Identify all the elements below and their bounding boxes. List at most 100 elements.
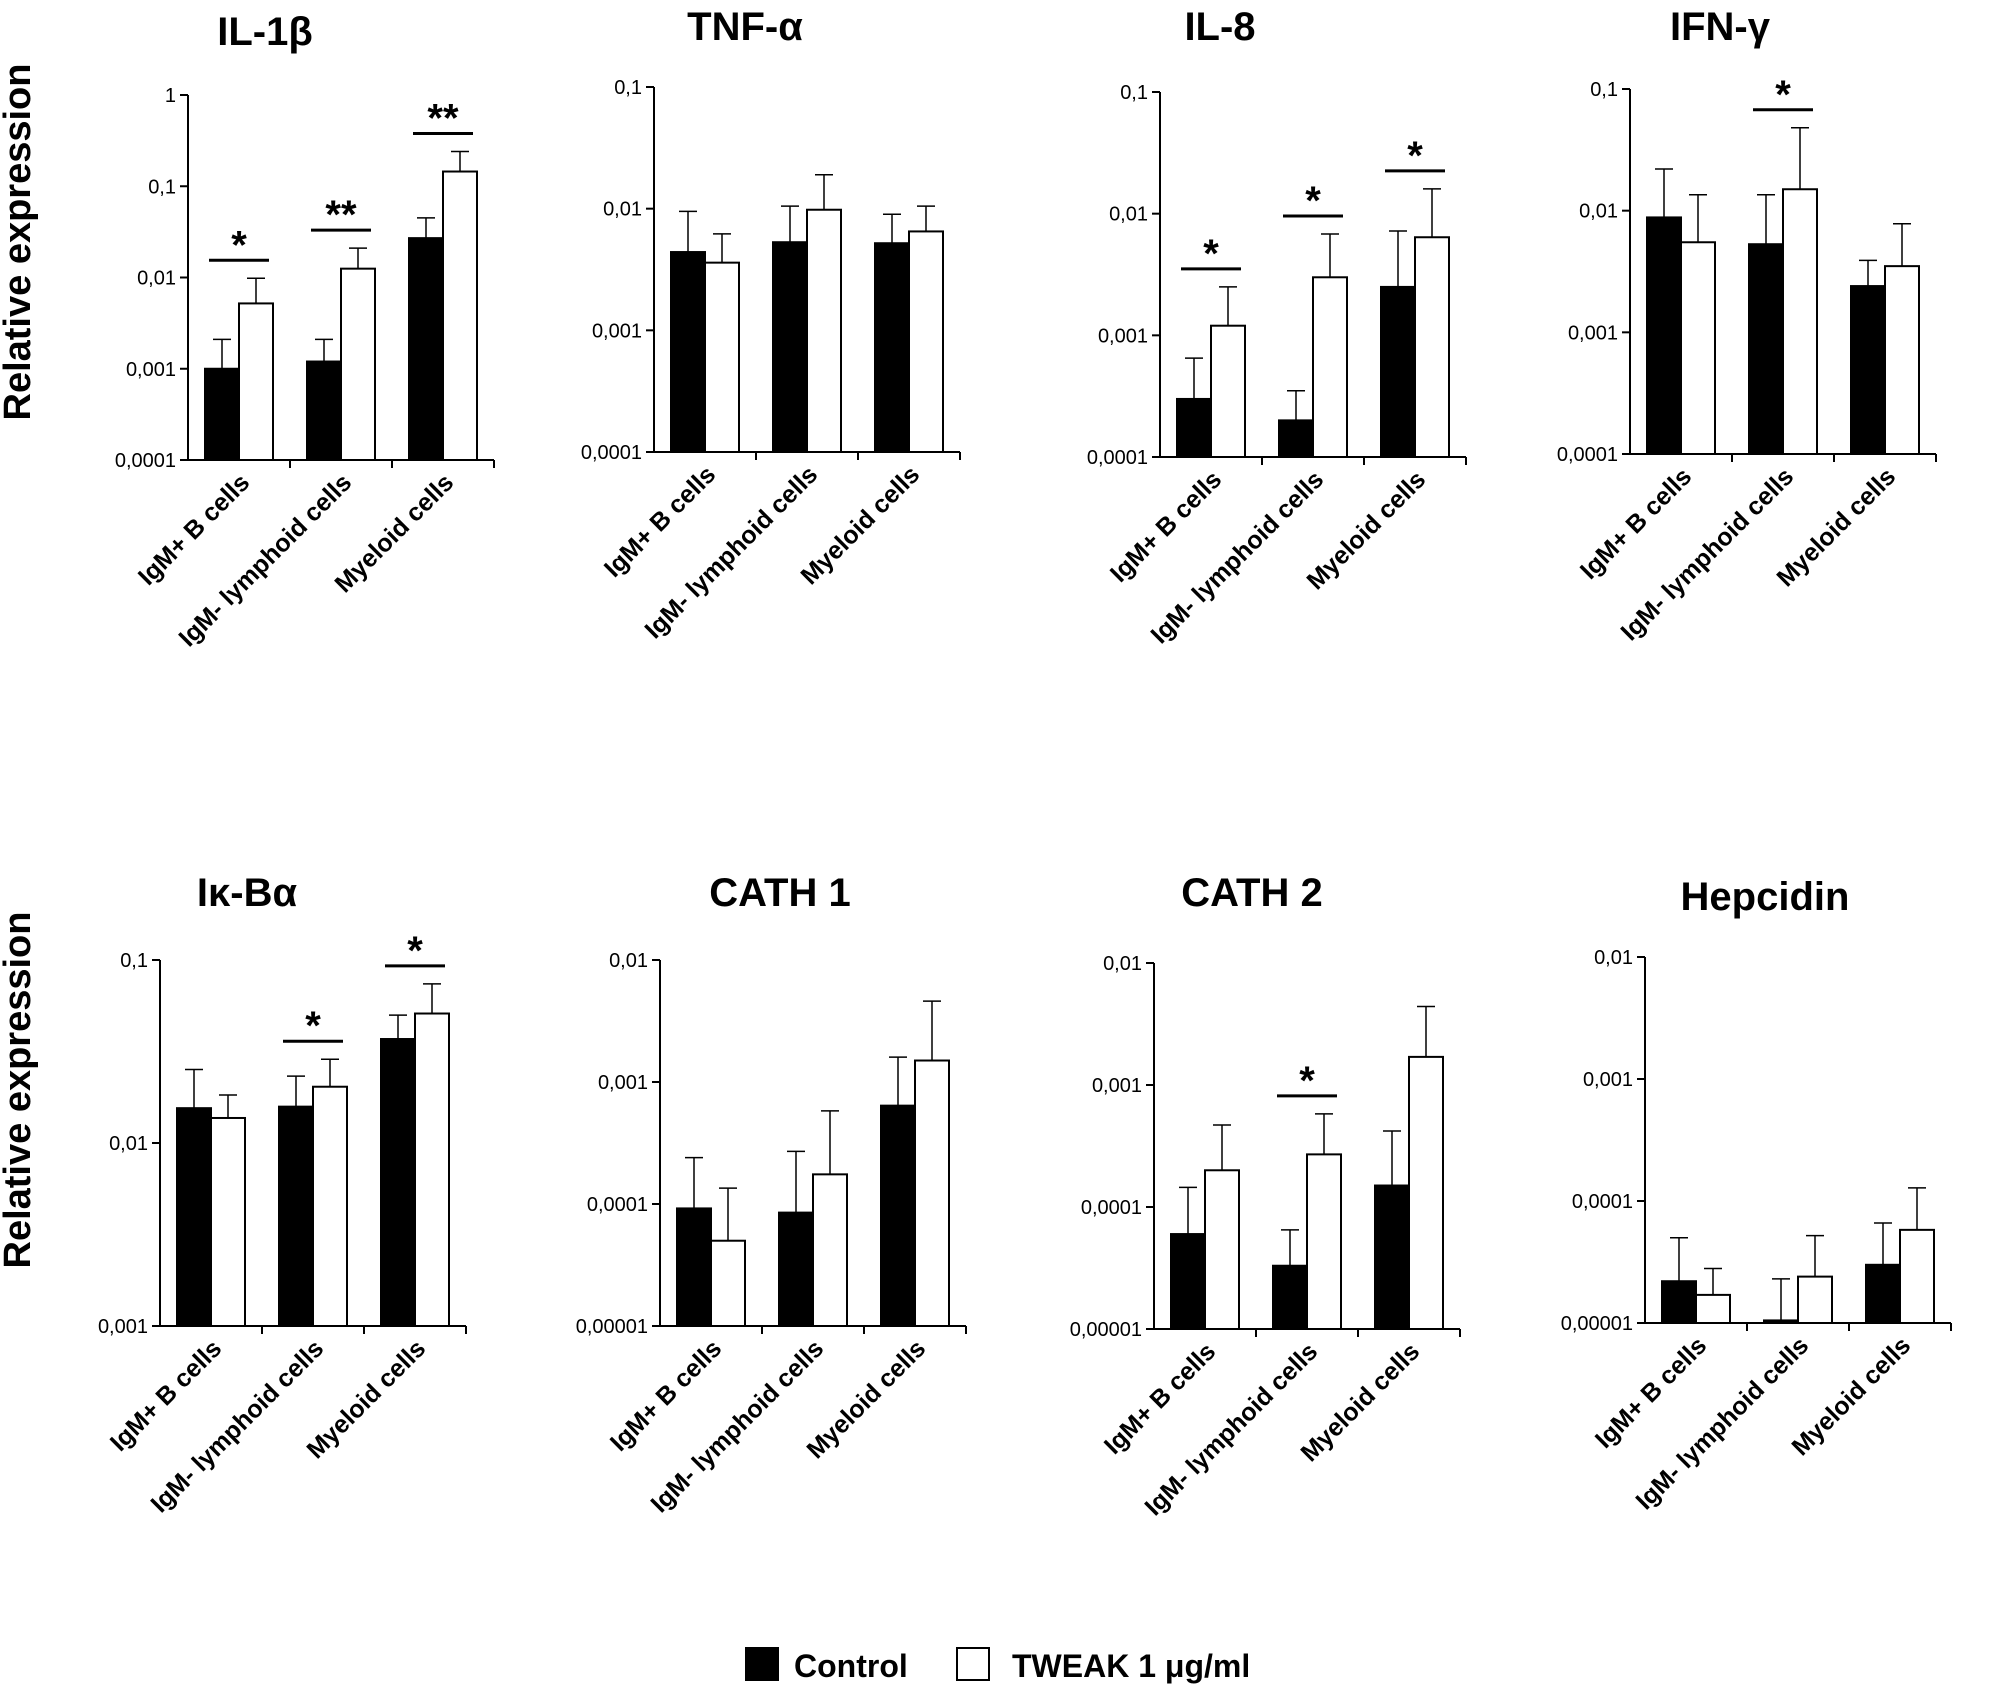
bar-tweak (312, 1085, 348, 1328)
category-label: IgM- lymphoid cells (1139, 1337, 1323, 1521)
legend-tweak-label: TWEAK 1 μg/ml (1012, 1648, 1250, 1684)
category-label: IgM- lymphoid cells (639, 460, 823, 644)
bar-tweak (812, 1173, 848, 1327)
y-tick-label: 0,0001 (1557, 444, 1618, 466)
significance-marker: * (231, 223, 247, 267)
bar-control (278, 1105, 314, 1327)
chart-title: IL-8 (1184, 5, 1255, 49)
bar-tweak (442, 170, 478, 461)
bar-tweak (1680, 241, 1716, 455)
bar-control (1865, 1263, 1901, 1325)
bar-tweak (1695, 1293, 1731, 1325)
bar-control (880, 1104, 916, 1327)
y-tick-label: 0,0001 (1087, 447, 1148, 469)
bar-tweak (1408, 1055, 1444, 1331)
bar-tweak (340, 267, 376, 461)
category-label: IgM- lymphoid cells (173, 468, 357, 652)
chart-title: CATH 1 (709, 871, 850, 915)
y-tick-label: 0,001 (592, 320, 642, 342)
chart-title: IL-1β (217, 10, 313, 54)
bar-control (204, 367, 240, 461)
significance-marker: * (407, 929, 423, 973)
bar-control (1646, 216, 1682, 455)
y-tick-label: 0,01 (1109, 204, 1148, 226)
bar-control (1272, 1264, 1308, 1331)
significance-marker: ** (325, 193, 357, 237)
bar-control (1380, 285, 1416, 458)
y-tick-label: 0,01 (603, 199, 642, 221)
bar-tweak (238, 302, 274, 462)
bar-tweak (806, 208, 842, 453)
legend-control-swatch (745, 1647, 779, 1681)
bar-tweak (704, 261, 740, 454)
y-tick-label: 0,01 (609, 950, 648, 972)
bar-tweak (1797, 1275, 1833, 1325)
chart-title: TNF-α (687, 5, 803, 49)
y-tick-label: 0,0001 (1081, 1197, 1142, 1219)
y-tick-label: 0,001 (98, 1316, 148, 1338)
chart-title: IFN-γ (1670, 5, 1771, 49)
category-label: IgM- lymphoid cells (645, 1334, 829, 1518)
bar-tweak (1210, 324, 1246, 458)
bar-tweak (1899, 1228, 1935, 1325)
significance-marker: * (1203, 232, 1219, 276)
y-tick-label: 0,00001 (1070, 1319, 1142, 1341)
significance-marker: * (1407, 134, 1423, 178)
y-tick-label: 0,1 (1120, 82, 1148, 104)
y-tick-label: 0,1 (148, 176, 176, 198)
y-tick-label: 0,0001 (115, 450, 176, 472)
y-tick-label: 0,0001 (587, 1194, 648, 1216)
bar-tweak (1782, 188, 1818, 456)
category-label: IgM- lymphoid cells (1145, 465, 1329, 649)
legend-control-label: Control (794, 1648, 908, 1684)
bar-control (1278, 419, 1314, 459)
y-axis-label-top: Relative expression (0, 64, 39, 421)
y-tick-label: 0,001 (598, 1072, 648, 1094)
y-tick-label: 0,001 (1098, 325, 1148, 347)
bar-control (1850, 285, 1886, 456)
chart-title: CATH 2 (1181, 871, 1322, 915)
legend: Control TWEAK 1 μg/ml (745, 1647, 1250, 1684)
y-tick-label: 0,01 (109, 1133, 148, 1155)
y-tick-label: 0,001 (1092, 1075, 1142, 1097)
bar-tweak (914, 1059, 950, 1327)
legend-tweak-swatch (956, 1647, 990, 1681)
bar-control (1374, 1184, 1410, 1330)
category-label: IgM- lymphoid cells (1615, 462, 1799, 646)
bar-control (772, 241, 808, 453)
y-axis-label-bottom: Relative expression (0, 912, 39, 1269)
category-label: IgM- lymphoid cells (145, 1334, 329, 1518)
y-tick-label: 0,00001 (1561, 1313, 1633, 1335)
bar-control (670, 251, 706, 453)
y-tick-label: 0,1 (120, 950, 148, 972)
y-tick-label: 0,1 (614, 77, 642, 99)
significance-marker: * (305, 1004, 321, 1048)
bar-control (778, 1211, 814, 1327)
bar-control (408, 237, 444, 461)
y-tick-label: 1 (165, 85, 176, 107)
bar-control (1661, 1280, 1697, 1325)
bar-control (1763, 1319, 1799, 1325)
bar-tweak (1312, 276, 1348, 458)
y-tick-label: 0,01 (137, 268, 176, 290)
bar-control (1170, 1233, 1206, 1331)
y-tick-label: 0,0001 (581, 442, 642, 464)
y-tick-label: 0,01 (1579, 201, 1618, 223)
bar-control (380, 1038, 416, 1327)
y-tick-label: 0,001 (1583, 1069, 1633, 1091)
y-tick-label: 0,00001 (576, 1316, 648, 1338)
bar-tweak (1884, 265, 1920, 456)
bar-control (676, 1207, 712, 1327)
bar-control (1748, 243, 1784, 455)
y-tick-label: 0,0001 (1572, 1191, 1633, 1213)
